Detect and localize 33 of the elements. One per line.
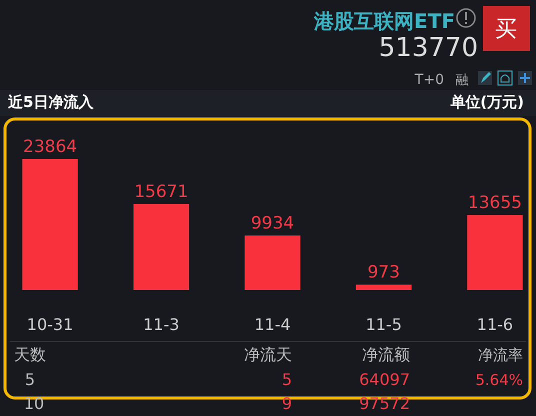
data-label: 13655 bbox=[468, 193, 522, 214]
text: 5 bbox=[24, 370, 36, 389]
text: 天数 bbox=[14, 345, 46, 364]
text: 64097 bbox=[359, 370, 410, 389]
x-tick-label: 11-6 bbox=[476, 315, 514, 334]
chart-subtitle: 单位(万元) bbox=[449, 93, 524, 111]
text: 5.64% bbox=[475, 371, 523, 389]
data-label: 973 bbox=[368, 262, 400, 283]
text: 97572 bbox=[359, 394, 410, 413]
data-label: 23864 bbox=[23, 137, 78, 157]
text: 5 bbox=[282, 370, 292, 389]
bar bbox=[22, 159, 78, 290]
bar bbox=[467, 215, 523, 290]
data-label: 15671 bbox=[134, 182, 188, 202]
text: 买 bbox=[495, 17, 517, 42]
text: 净流天 bbox=[244, 345, 292, 364]
bar bbox=[356, 284, 412, 290]
x-tick-label: 11-4 bbox=[254, 315, 291, 334]
text: 港股互联网ETF bbox=[313, 9, 455, 33]
x-tick-label: 10-31 bbox=[26, 315, 74, 334]
text: 10 bbox=[24, 394, 44, 413]
text: 净流率 bbox=[478, 346, 523, 364]
bar bbox=[133, 204, 190, 290]
text: 净流额 bbox=[362, 345, 410, 364]
bar bbox=[244, 235, 300, 290]
chart-title: 近5日净流入 bbox=[7, 93, 94, 111]
text: 融 bbox=[456, 73, 468, 88]
x-tick-label: 11-3 bbox=[143, 315, 180, 334]
x-tick-label: 11-5 bbox=[366, 315, 402, 334]
text: T+0 bbox=[414, 72, 444, 88]
text: 513770 bbox=[378, 33, 478, 63]
data-label: 9934 bbox=[250, 213, 294, 234]
text: 9 bbox=[282, 394, 292, 413]
